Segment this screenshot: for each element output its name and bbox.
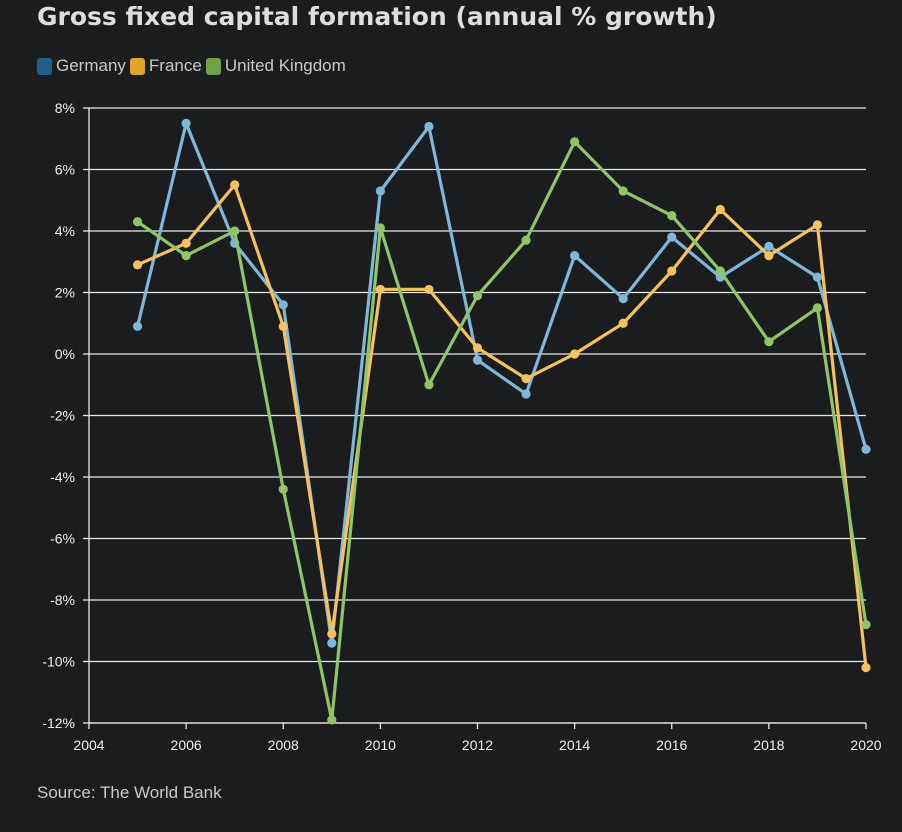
data-point-united-kingdom [230, 226, 240, 236]
data-point-france [812, 220, 823, 230]
y-tick-label: 0% [55, 346, 75, 362]
data-point-france [132, 260, 143, 270]
data-point-germany [812, 272, 823, 282]
y-tick-label: -8% [50, 592, 75, 608]
y-tick-label: 6% [55, 162, 75, 178]
legend-item-germany[interactable]: Germany [37, 56, 126, 76]
series-line-france [136, 183, 868, 670]
x-tick-label: 2012 [462, 737, 493, 753]
y-tick-label: -2% [50, 408, 75, 424]
data-point-united-kingdom [181, 251, 191, 261]
data-point-germany [278, 300, 288, 310]
y-tick-label: -4% [50, 469, 75, 485]
data-point-germany [764, 241, 774, 251]
data-point-germany [618, 294, 628, 304]
data-point-france [181, 238, 191, 248]
legend-swatch-france [129, 57, 145, 75]
data-point-united-kingdom [521, 235, 531, 245]
data-point-france [618, 318, 628, 328]
data-point-united-kingdom [764, 337, 774, 347]
x-tick-label: 2004 [73, 737, 104, 753]
data-point-united-kingdom [570, 137, 580, 147]
data-point-germany [472, 355, 483, 365]
legend-item-united-kingdom[interactable]: United Kingdom [205, 56, 346, 76]
data-point-france [424, 284, 434, 295]
series-line-united-kingdom [136, 140, 868, 722]
data-point-united-kingdom [618, 186, 628, 196]
legend: Germany France United Kingdom [37, 56, 350, 76]
x-tick-label: 2016 [656, 737, 687, 753]
data-point-united-kingdom [327, 715, 337, 725]
data-point-united-kingdom [667, 211, 677, 221]
x-tick-label: 2010 [365, 737, 396, 753]
data-point-germany [132, 321, 143, 331]
data-point-france [230, 180, 240, 190]
data-point-united-kingdom [472, 290, 483, 301]
data-point-germany [424, 121, 434, 132]
y-tick-label: 2% [55, 285, 75, 301]
x-tick-label: 2020 [850, 737, 881, 753]
data-point-france [764, 251, 774, 261]
data-point-united-kingdom [861, 620, 871, 630]
data-point-germany [375, 186, 385, 196]
data-point-united-kingdom [715, 266, 725, 276]
data-point-france [715, 204, 725, 215]
legend-item-france[interactable]: France [129, 56, 202, 76]
data-point-france [570, 349, 580, 359]
data-point-germany [521, 389, 531, 399]
x-tick-label: 2018 [753, 737, 784, 753]
x-tick-label: 2006 [171, 737, 202, 753]
series-line-germany [136, 121, 868, 645]
data-point-germany [570, 251, 580, 261]
source-note: Source: The World Bank [37, 783, 222, 802]
data-point-france [521, 374, 531, 384]
legend-swatch-united-kingdom [205, 57, 221, 75]
data-point-germany [861, 444, 871, 454]
y-tick-label: 8% [55, 100, 75, 116]
data-point-united-kingdom [278, 484, 288, 494]
data-point-germany [327, 638, 337, 648]
data-point-united-kingdom [375, 223, 385, 233]
y-tick-label: 4% [55, 223, 75, 239]
y-tick-label: -12% [42, 715, 75, 731]
x-tick-label: 2008 [268, 737, 299, 753]
data-point-france [327, 629, 337, 639]
data-point-united-kingdom [424, 380, 434, 390]
y-tick-label: -6% [50, 531, 75, 547]
data-point-germany [667, 232, 677, 242]
legend-swatch-germany [37, 57, 52, 75]
legend-label-united-kingdom: United Kingdom [224, 56, 346, 75]
data-point-france [667, 266, 677, 276]
legend-label-france: France [148, 56, 202, 75]
data-point-united-kingdom [132, 217, 143, 227]
data-point-united-kingdom [812, 303, 823, 313]
data-point-germany [181, 118, 191, 128]
x-tick-label: 2014 [559, 737, 590, 753]
y-tick-label: -10% [42, 654, 75, 670]
data-point-france [472, 343, 483, 353]
chart-title: Gross fixed capital formation (annual % … [37, 2, 717, 31]
legend-label-germany: Germany [56, 56, 126, 75]
data-point-france [278, 321, 288, 331]
data-point-france [375, 284, 385, 295]
data-point-france [861, 663, 871, 673]
